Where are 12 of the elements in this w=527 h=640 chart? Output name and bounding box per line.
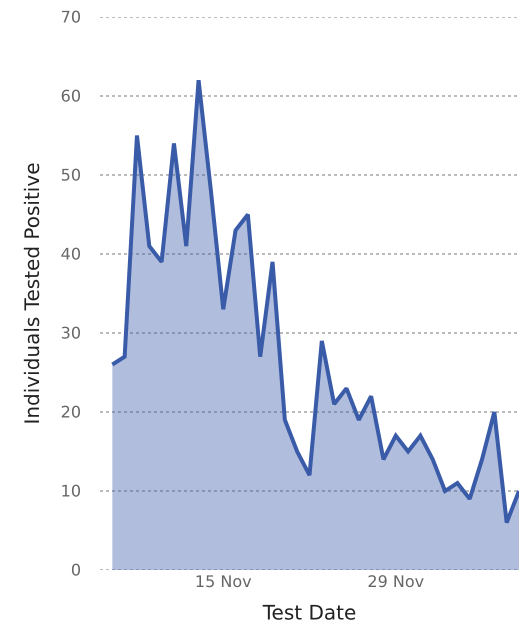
x-tick-label: 29 Nov xyxy=(367,572,424,591)
y-tick-label: 30 xyxy=(60,324,81,343)
y-tick-label: 50 xyxy=(60,166,81,185)
x-axis-title: Test Date xyxy=(262,600,356,624)
y-tick-label: 10 xyxy=(60,482,81,501)
y-axis-title: Individuals Tested Positive xyxy=(20,162,44,425)
x-tick-label: 15 Nov xyxy=(194,572,252,591)
y-tick-label: 20 xyxy=(60,402,81,422)
y-tick-label: 70 xyxy=(60,8,81,27)
y-tick-label: 0 xyxy=(70,560,81,580)
y-tick-label: 40 xyxy=(60,244,81,264)
y-tick-label: 60 xyxy=(60,86,81,106)
